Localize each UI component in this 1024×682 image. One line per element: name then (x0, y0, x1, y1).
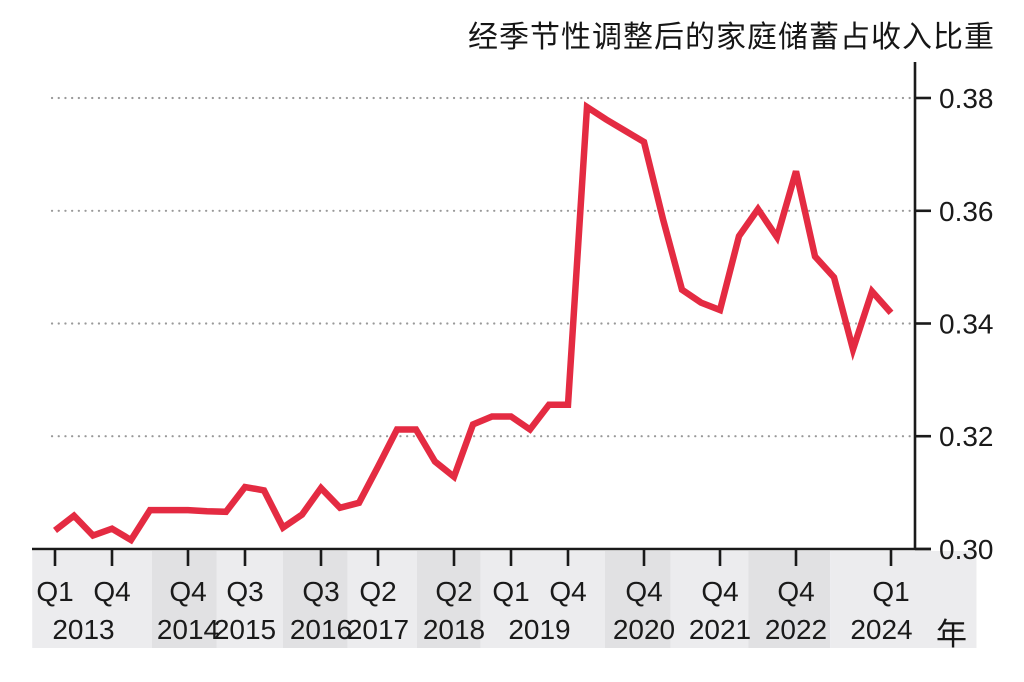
x-tick-label: Q2 (359, 576, 396, 607)
y-tick-label: 0.38 (939, 83, 994, 114)
savings-rate-line (53, 101, 894, 545)
year-label: 2014 (157, 614, 219, 645)
year-label: 2022 (765, 614, 827, 645)
y-tick-label: 0.32 (939, 421, 994, 452)
x-tick-label: Q3 (302, 576, 339, 607)
x-tick-label: Q4 (93, 576, 130, 607)
year-band-dark (283, 551, 348, 648)
year-label: 2018 (423, 614, 485, 645)
year-band-light (670, 551, 749, 648)
y-tick-label: 0.36 (939, 196, 994, 227)
y-tick-label: 0.30 (939, 534, 994, 565)
x-tick-label: Q4 (169, 576, 206, 607)
year-label: 2017 (347, 614, 409, 645)
year-band-light (480, 551, 605, 648)
year-band-dark (151, 551, 217, 648)
x-tick-label: Q2 (435, 576, 472, 607)
year-band-light (216, 551, 283, 648)
year-label: 2015 (214, 614, 276, 645)
x-axis-unit-label: 年 (936, 617, 967, 652)
y-tick-label: 0.34 (939, 309, 994, 340)
x-tick-label: Q1 (872, 576, 909, 607)
year-band-dark (416, 551, 481, 648)
x-tick-label: Q1 (492, 576, 529, 607)
year-label: 2019 (508, 614, 570, 645)
x-tick-label: Q1 (36, 576, 73, 607)
x-tick-label: Q4 (777, 576, 814, 607)
year-label: 2020 (613, 614, 675, 645)
year-band-light (347, 551, 417, 648)
year-label: 2024 (850, 614, 912, 645)
x-tick-label: Q4 (549, 576, 586, 607)
year-label: 2021 (689, 614, 751, 645)
x-tick-label: Q3 (226, 576, 263, 607)
year-band-dark (605, 551, 671, 648)
year-band-light (32, 551, 152, 648)
year-band-light (830, 551, 977, 648)
x-tick-label: Q4 (701, 576, 738, 607)
x-tick-label: Q4 (625, 576, 662, 607)
year-label: 2013 (52, 614, 114, 645)
year-band-dark (748, 551, 831, 648)
year-label: 2016 (290, 614, 352, 645)
chart-title: 经季节性调整后的家庭储蓄占收入比重 (468, 21, 995, 54)
